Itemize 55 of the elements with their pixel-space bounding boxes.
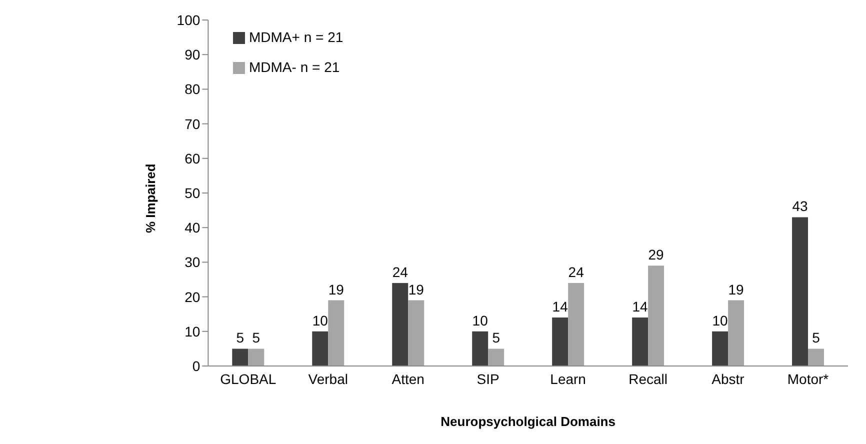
x-tick-label: Recall	[628, 370, 668, 387]
bar	[248, 348, 264, 366]
x-tick-label: Atten	[392, 370, 424, 387]
x-tick-label: Verbal	[308, 370, 348, 387]
data-label: 10	[312, 312, 328, 328]
data-label: 19	[328, 281, 344, 298]
legend-label: MDMA+ n = 21	[249, 29, 344, 45]
y-tick-label: 90	[184, 46, 200, 63]
y-tick-label: 80	[184, 81, 200, 98]
y-tick-label: 20	[184, 288, 200, 305]
bar	[408, 300, 424, 366]
data-label: 19	[728, 281, 744, 298]
data-label: 14	[552, 298, 568, 315]
data-label: 5	[236, 330, 244, 346]
bar	[712, 331, 728, 366]
y-tick-label: 100	[176, 12, 200, 28]
data-label: 24	[568, 264, 584, 280]
y-tick-label: 40	[184, 220, 200, 236]
bar	[568, 282, 584, 366]
x-tick-label: Motor*	[787, 370, 830, 387]
y-tick-label: 50	[184, 184, 200, 201]
x-tick-label: Learn	[550, 370, 586, 387]
bar	[648, 266, 664, 366]
data-label: 5	[812, 330, 820, 346]
bar	[488, 348, 504, 366]
data-label: 29	[648, 246, 664, 263]
y-tick-label: 0	[192, 358, 200, 374]
data-label: 24	[392, 264, 408, 280]
x-axis-title: Neuropsycholgical Domains	[440, 414, 616, 429]
bar	[312, 331, 328, 366]
data-label: 10	[472, 312, 488, 328]
bar	[632, 318, 648, 366]
data-label: 10	[712, 312, 728, 328]
bar	[808, 348, 824, 366]
data-label: 5	[252, 330, 260, 346]
bar	[792, 217, 808, 366]
y-axis-title: % Impaired	[142, 164, 158, 233]
y-tick-label: 10	[184, 323, 200, 340]
bar	[728, 300, 744, 366]
bar	[472, 331, 488, 366]
x-tick-label: SIP	[476, 370, 500, 387]
y-tick-label: 30	[184, 254, 200, 270]
y-tick-label: 60	[184, 150, 200, 166]
legend-label: MDMA- n = 21	[249, 59, 340, 75]
data-label: 19	[408, 281, 424, 298]
y-tick-label: 70	[184, 116, 200, 132]
data-label: 43	[792, 198, 808, 214]
bar	[552, 318, 568, 366]
bar	[392, 282, 408, 366]
x-tick-label: GLOBAL	[220, 370, 276, 387]
data-label: 5	[492, 330, 500, 346]
bar	[328, 300, 344, 366]
data-label: 14	[632, 298, 648, 315]
x-tick-label: Abstr	[712, 370, 745, 387]
bar	[232, 348, 248, 366]
